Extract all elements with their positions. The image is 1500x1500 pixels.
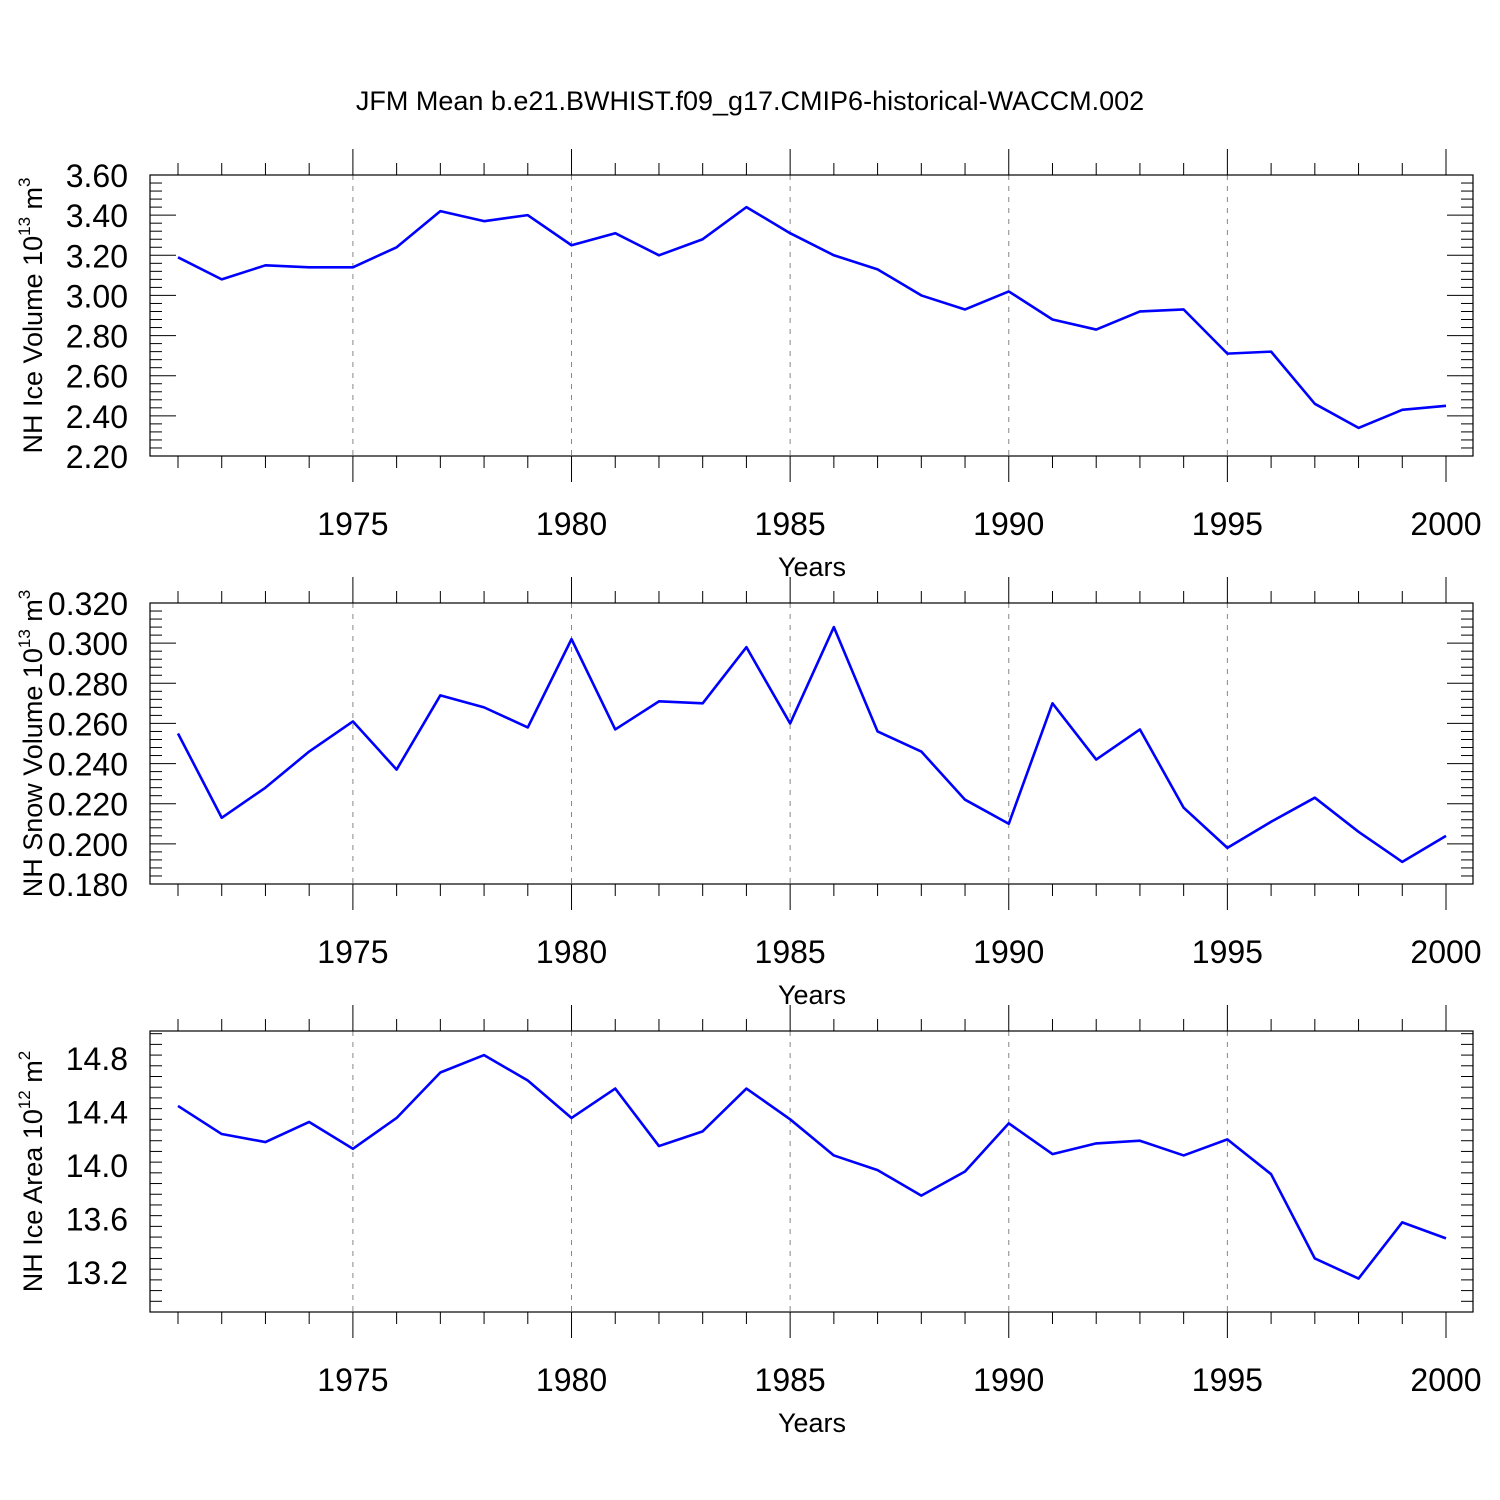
x-tick-label: 1980 xyxy=(536,934,607,970)
panel-2: 0.180 0.200 0.220 0.240 0.260 0.280 0.300 0.320… xyxy=(15,577,1482,1010)
y-tick-label: 2.60 xyxy=(66,359,128,395)
series-line xyxy=(176,625,1447,864)
y-tick-label: 0.220 xyxy=(48,787,128,823)
y-tick-label: 2.20 xyxy=(66,439,128,475)
x-tick-label: 1985 xyxy=(755,1362,826,1398)
chart-title: JFM Mean b.e21.BWHIST.f09_g17.CMIP6-hist… xyxy=(355,86,1145,116)
y-tick-label: 0.320 xyxy=(48,586,128,622)
series-line xyxy=(177,1053,1447,1280)
y-tick-label: 0.280 xyxy=(48,666,128,702)
x-tick-label: 1980 xyxy=(536,1362,607,1398)
series-line xyxy=(177,205,1447,430)
x-tick-label: 1995 xyxy=(1192,934,1263,970)
x-tick-label: 1990 xyxy=(973,506,1044,542)
y-tick-label: 3.00 xyxy=(66,278,128,314)
panel-3: 13.2 13.6 14.0 14.4 14.8 1975 1980 1985 1990 1995… xyxy=(15,1005,1482,1438)
y-tick-label: 14.4 xyxy=(66,1094,128,1130)
x-tick-label: 1985 xyxy=(755,506,826,542)
x-tick-label: 1975 xyxy=(317,1362,388,1398)
plot-frame xyxy=(149,1030,1474,1313)
y-tick-label: 13.2 xyxy=(66,1255,128,1291)
x-tick-label: 1980 xyxy=(536,506,607,542)
y-tick-label: 0.180 xyxy=(48,867,128,903)
y-tick-label: 0.300 xyxy=(48,626,128,662)
x-tick-label: 1975 xyxy=(317,506,388,542)
y-tick-label: 3.60 xyxy=(66,158,128,194)
y-tick-label: 13.6 xyxy=(66,1201,128,1237)
y-tick-label: 3.40 xyxy=(66,198,128,234)
x-tick-label: 1985 xyxy=(755,934,826,970)
y-tick-label: 3.20 xyxy=(66,238,128,274)
y-tick-label: 0.260 xyxy=(48,706,128,742)
y-tick-label: 2.40 xyxy=(66,399,128,435)
plot-frame xyxy=(149,602,1474,885)
y-tick-label: 0.200 xyxy=(48,827,128,863)
x-tick-label: 2000 xyxy=(1410,506,1481,542)
x-axis-label: Years xyxy=(778,980,846,1010)
y-tick-label: 14.0 xyxy=(66,1148,128,1184)
y-tick-label: 2.80 xyxy=(66,319,128,355)
x-tick-label: 1995 xyxy=(1192,1362,1263,1398)
x-tick-label: 1975 xyxy=(317,934,388,970)
x-tick-label: 1990 xyxy=(973,1362,1044,1398)
x-axis-label: Years xyxy=(778,552,846,582)
y-tick-label: 0.240 xyxy=(48,747,128,783)
panel-1: 2.20 2.40 2.60 2.80 3.00 3.20 3.40 3.60 1975 1980… xyxy=(15,149,1482,582)
y-axis-label: NH Snow Volume 1013 m3 xyxy=(15,590,48,898)
y-axis-label: NH Ice Volume 1013 m3 xyxy=(15,178,48,454)
y-tick-label: 14.8 xyxy=(66,1041,128,1077)
x-tick-label: 2000 xyxy=(1410,934,1481,970)
x-tick-label: 1995 xyxy=(1192,506,1263,542)
y-axis-label: NH Ice Area 1012 m2 xyxy=(15,1051,48,1292)
x-tick-label: 2000 xyxy=(1410,1362,1481,1398)
plot-frame xyxy=(149,174,1474,457)
x-axis-label: Years xyxy=(778,1408,846,1438)
x-tick-label: 1990 xyxy=(973,934,1044,970)
